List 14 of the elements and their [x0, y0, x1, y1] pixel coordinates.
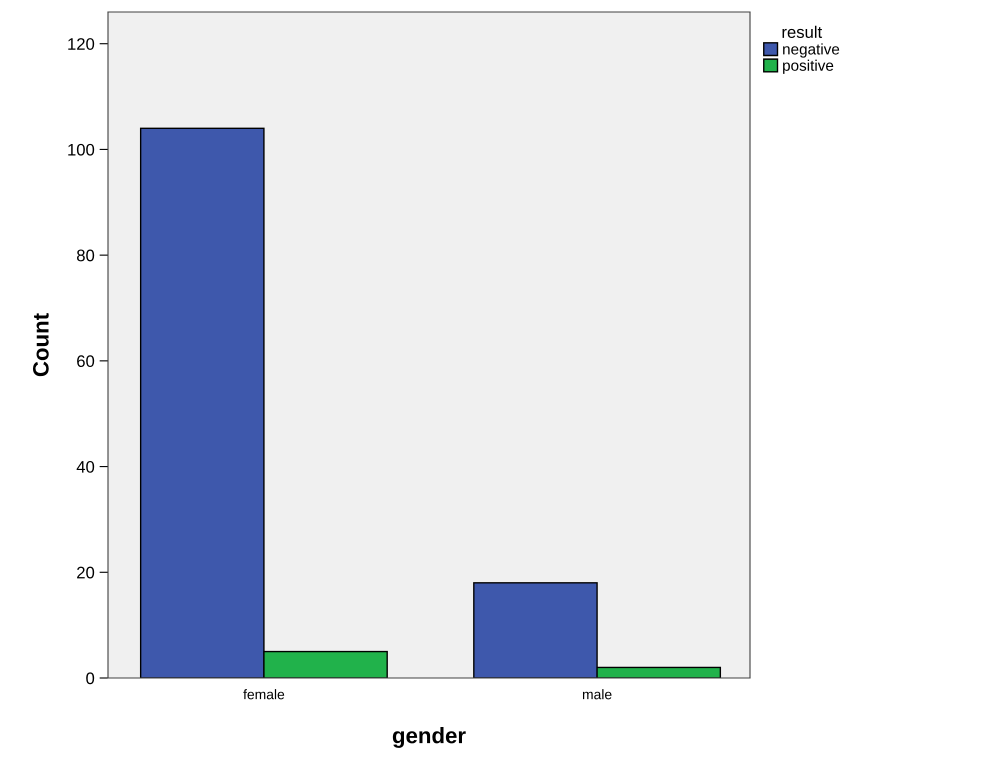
y-axis-title: Count	[32, 313, 49, 376]
y-tick-label: 80	[76, 250, 94, 262]
legend-title: result	[782, 26, 822, 38]
y-tick-label: 60	[77, 355, 94, 368]
x-tick-label: male	[582, 689, 612, 700]
y-tick-label: 0	[86, 672, 94, 684]
legend-label: negative	[783, 43, 840, 58]
y-tick-label: 120	[68, 38, 94, 50]
y-tick-label: 40	[76, 460, 94, 473]
x-axis-title: gender	[392, 727, 466, 748]
y-tick-label: 20	[77, 566, 94, 578]
legend-label: positive	[783, 60, 834, 74]
x-tick-label: female	[243, 689, 284, 700]
y-tick-label: 100	[68, 144, 94, 156]
